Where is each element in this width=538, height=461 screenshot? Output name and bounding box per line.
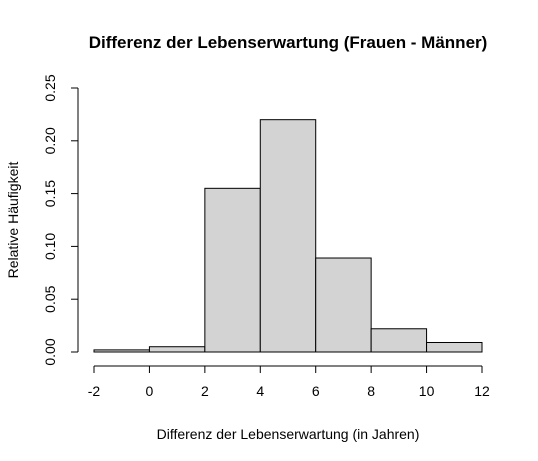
- y-axis-label: Relative Häufigkeit: [5, 162, 21, 279]
- histogram-bar-6: [426, 341, 483, 353]
- x-axis: -2 0 2 4 6 8 10 12: [88, 365, 490, 399]
- x-tick-label: 2: [201, 383, 209, 399]
- x-tick-label: 12: [474, 383, 490, 399]
- bars-group: [93, 119, 483, 353]
- x-tick-label: -2: [88, 383, 101, 399]
- histogram-bar-3: [259, 119, 317, 353]
- x-tick-label: 0: [146, 383, 154, 399]
- y-tick-label: 0.00: [42, 338, 58, 365]
- histogram-bar-5: [370, 328, 428, 353]
- x-tick-label: 8: [367, 383, 375, 399]
- histogram-bar-2: [204, 187, 261, 353]
- x-tick-label: 6: [312, 383, 320, 399]
- y-tick-label: 0.10: [42, 233, 58, 260]
- histogram-bar-4: [315, 257, 372, 353]
- y-tick-label: 0.25: [42, 74, 58, 101]
- histogram-bar-0: [93, 349, 150, 353]
- x-tick-label: 4: [256, 383, 264, 399]
- x-axis-label: Differenz der Lebenserwartung (in Jahren…: [157, 426, 420, 442]
- histogram-bar-1: [148, 346, 206, 353]
- y-tick-label: 0.20: [42, 127, 58, 154]
- y-tick-label: 0.15: [42, 180, 58, 207]
- y-tick-label: 0.05: [42, 285, 58, 312]
- x-tick-label: 10: [419, 383, 435, 399]
- chart-title: Differenz der Lebenserwartung (Frauen - …: [89, 33, 488, 52]
- y-axis: 0.00 0.05 0.10 0.15 0.20 0.25: [42, 74, 79, 366]
